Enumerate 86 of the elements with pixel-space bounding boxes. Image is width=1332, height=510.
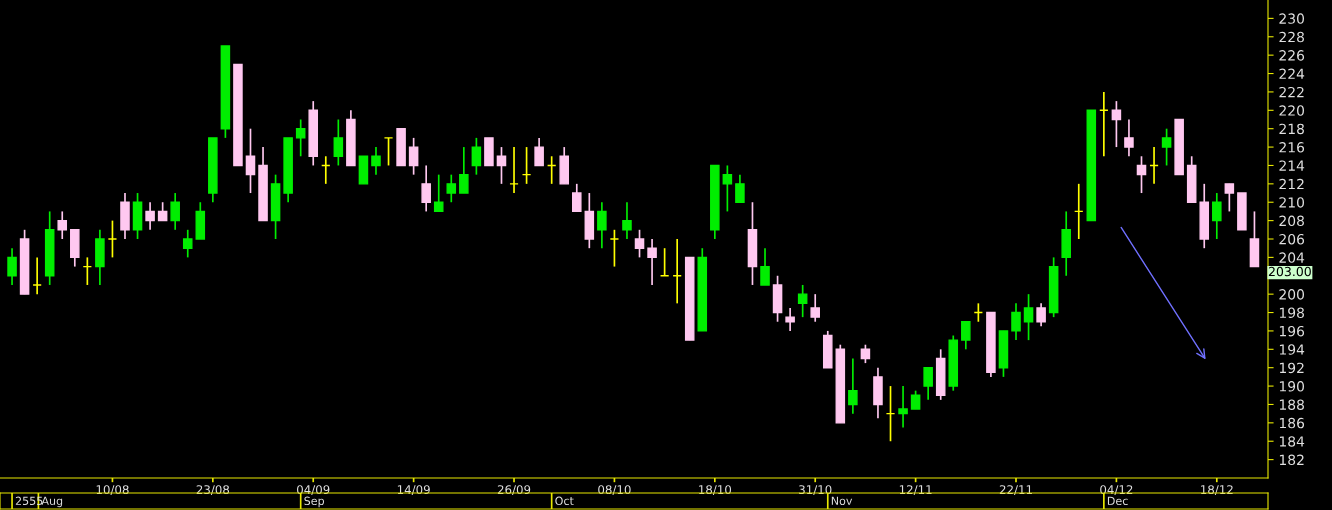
candlestick (961, 320, 971, 351)
x-tick-label: 26/09 (497, 485, 531, 496)
y-tick-label: 222 (1279, 86, 1304, 98)
candlestick (848, 357, 858, 415)
x-tick-label: 08/10 (598, 485, 631, 496)
y-tick-label: 218 (1279, 123, 1304, 135)
x-tick-label: 14/09 (397, 485, 430, 496)
y-tick-label: 190 (1279, 381, 1304, 392)
text: 203.00 (1268, 266, 1311, 277)
candlestick (597, 201, 607, 250)
candlestick (333, 118, 344, 167)
x-tick-label: 23/08 (196, 485, 230, 496)
candlestick (735, 173, 745, 204)
y-tick-label: 200 (1279, 289, 1304, 300)
candlestick (7, 247, 17, 286)
candlestick (408, 137, 419, 176)
candlestick (433, 173, 444, 213)
candlestick (785, 307, 795, 332)
candlestick (647, 238, 657, 286)
candlestick (1011, 302, 1021, 341)
candlestick (1036, 302, 1046, 328)
y-tick-label: 196 (1279, 325, 1305, 337)
y-tick-label: 192 (1279, 362, 1304, 374)
text: Dec (1107, 496, 1128, 506)
candlestick (170, 192, 180, 231)
candlestick (572, 183, 582, 213)
candlestick (1023, 293, 1034, 341)
x-tick-label: 10/08 (96, 485, 129, 496)
text: Nov (831, 496, 853, 506)
x-tick-label: 04/09 (297, 485, 330, 496)
candlestick (182, 228, 193, 259)
candlestick (1161, 127, 1172, 167)
candlestick (421, 164, 431, 213)
text: Sep (304, 496, 325, 508)
x-tick-label: 18/12 (1201, 485, 1233, 496)
candlestick (295, 118, 306, 158)
text: Oct (555, 496, 574, 506)
candlestick (810, 293, 820, 323)
candlestick (1111, 100, 1122, 148)
x-tick-label: 12/11 (899, 485, 932, 496)
y-tick-label: 182 (1279, 454, 1304, 466)
y-tick-label: 204 (1279, 252, 1305, 263)
y-tick-label: 206 (1279, 233, 1305, 245)
y-tick-label: 194 (1279, 344, 1305, 355)
candlestick (860, 343, 871, 364)
candlestick (471, 137, 482, 176)
candlestick (534, 137, 544, 167)
y-tick-label: 228 (1279, 31, 1304, 43)
candlestick (371, 146, 381, 176)
y-tick-label: 210 (1279, 197, 1304, 208)
candlestick (898, 385, 908, 429)
y-tick-label: 208 (1279, 215, 1304, 227)
candlestick (910, 389, 921, 410)
x-tick-label: 04/12 (1100, 485, 1133, 496)
candlestick (622, 201, 632, 240)
x-tick-label: 22/11 (999, 485, 1032, 496)
candlestick (1124, 118, 1134, 158)
y-tick-label: 212 (1279, 178, 1304, 190)
candlestick (634, 228, 645, 259)
candlestick (923, 366, 933, 401)
y-tick-label: 230 (1279, 13, 1304, 24)
y-tick-label: 226 (1279, 50, 1305, 61)
candlestick (496, 146, 507, 185)
y-tick-label: 188 (1279, 399, 1304, 410)
candlestick (459, 146, 469, 194)
y-tick-label: 220 (1279, 105, 1304, 116)
y-tick-label: 216 (1279, 142, 1305, 153)
x-tick-label: 18/10 (699, 485, 732, 496)
candlestick (1136, 155, 1147, 194)
y-tick-label: 186 (1279, 417, 1305, 429)
y-tick-label: 224 (1279, 68, 1305, 79)
candlestick (722, 164, 733, 213)
x-tick-label: 31/10 (799, 485, 832, 496)
candlestick (797, 284, 808, 318)
candlestick (145, 201, 155, 231)
y-tick-label: 214 (1279, 160, 1305, 171)
y-tick-label: 198 (1279, 307, 1304, 319)
candlestick (1224, 183, 1235, 213)
text: Aug (41, 496, 63, 508)
candlestick (1212, 192, 1222, 240)
candlestick (57, 210, 68, 240)
candlestick (245, 127, 256, 194)
candlestick (157, 201, 168, 222)
candlestick (760, 247, 770, 286)
candlestick (446, 173, 457, 204)
y-tick-label: 184 (1279, 436, 1305, 447)
